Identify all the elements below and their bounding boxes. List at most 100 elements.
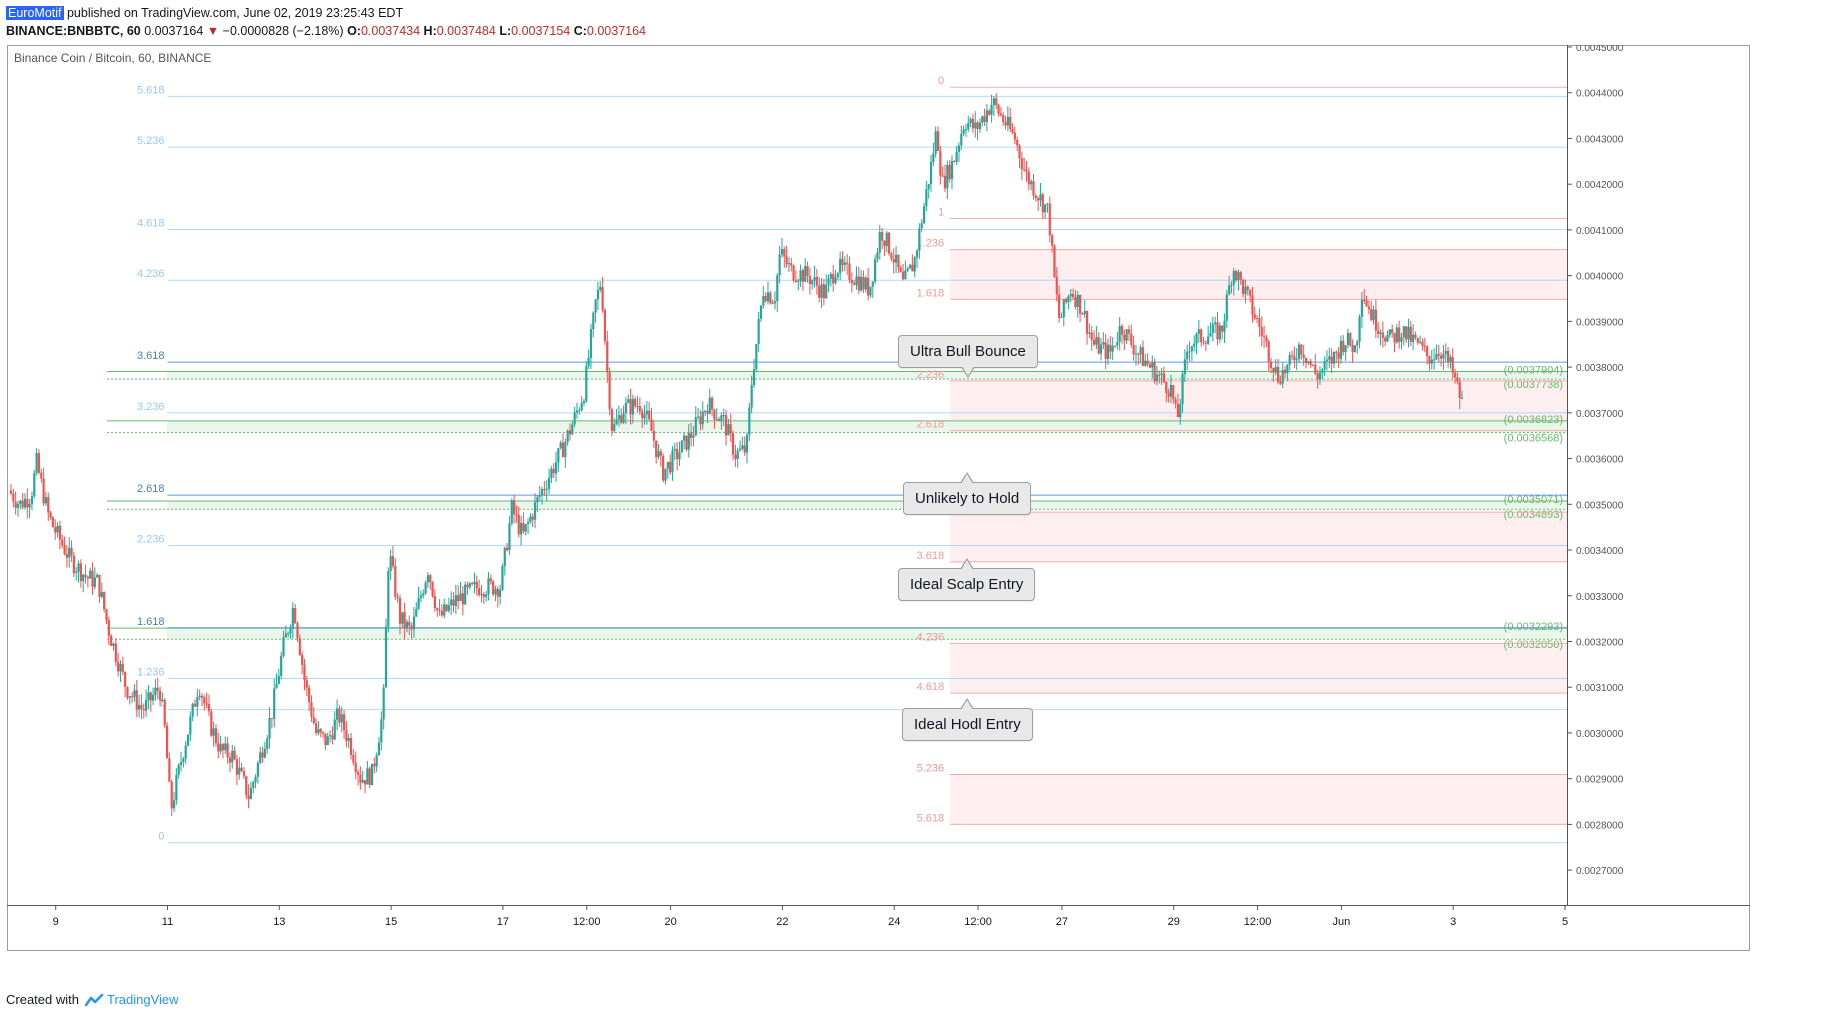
price-axis[interactable]: 0.0027000 0.0028000 0.0029000 0.0030000 0.00… xyxy=(1567,45,1624,877)
price-chart[interactable]: Binance Coin / Bitcoin, 60, BINANCE (0.00… xyxy=(7,45,1750,951)
candle xyxy=(240,762,243,773)
candle-body xyxy=(1153,362,1156,382)
time-tick-label: 11 xyxy=(162,916,173,928)
candle-body xyxy=(89,570,92,579)
callout-ideal-scalp-entry[interactable]: Ideal Scalp Entry xyxy=(898,558,1036,601)
candle-body xyxy=(26,498,29,508)
candle xyxy=(729,413,732,442)
candle xyxy=(1349,332,1352,348)
candle xyxy=(627,394,630,404)
candle-body xyxy=(273,688,276,719)
candle xyxy=(887,232,891,256)
candle-body xyxy=(515,514,518,516)
candle xyxy=(387,567,390,633)
candle xyxy=(1078,294,1082,322)
candle-body xyxy=(1370,308,1373,321)
candle-body xyxy=(114,643,117,662)
fib-right-label: 3.618 xyxy=(917,550,945,562)
candle-body xyxy=(1449,357,1452,362)
candle xyxy=(419,590,423,603)
candle xyxy=(324,733,327,751)
candle xyxy=(193,699,197,707)
candle-body xyxy=(636,405,639,407)
chart-frame[interactable]: Binance Coin / Bitcoin, 60, BINANCE (0.00… xyxy=(7,45,1750,951)
candle xyxy=(578,407,581,415)
tradingview-logo[interactable]: TradingView xyxy=(83,992,179,1007)
candle-body xyxy=(203,697,206,704)
candle-body xyxy=(1055,276,1058,295)
candle-body xyxy=(1202,342,1205,344)
candle xyxy=(592,311,595,338)
candle xyxy=(1353,344,1357,353)
candle xyxy=(349,732,353,760)
candle xyxy=(61,534,64,549)
candle-body xyxy=(1062,299,1065,318)
candle xyxy=(1363,289,1366,305)
candle xyxy=(853,279,856,286)
candle xyxy=(867,267,870,301)
candle-body xyxy=(561,442,565,458)
candle-body xyxy=(261,752,264,758)
candle xyxy=(669,454,672,475)
candle xyxy=(1379,329,1382,346)
candle-body xyxy=(778,254,781,276)
candle-body xyxy=(971,118,975,129)
candle-body xyxy=(398,598,402,624)
candle-body xyxy=(228,757,232,763)
candle-body xyxy=(804,265,807,282)
candle xyxy=(238,757,241,780)
candle xyxy=(1367,300,1370,315)
candle xyxy=(275,673,278,689)
candle xyxy=(645,401,648,425)
candle-body xyxy=(482,594,485,597)
candle xyxy=(1433,348,1436,370)
candle xyxy=(1356,339,1359,354)
candle-body xyxy=(1085,311,1089,334)
callout-ideal-hodl-entry[interactable]: Ideal Hodl Entry xyxy=(902,698,1033,741)
candle xyxy=(1244,279,1247,304)
callout-ultra-bull-bounce[interactable]: Ultra Bull Bounce xyxy=(898,335,1038,378)
callout-unlikely-to-hold[interactable]: Unlikely to Hold xyxy=(903,472,1032,515)
time-tick-label: 12:00 xyxy=(573,916,601,928)
candle-body xyxy=(347,737,350,741)
candle-body xyxy=(305,680,308,688)
candle-body xyxy=(252,782,255,788)
candle xyxy=(948,160,951,183)
candle-body xyxy=(543,489,546,491)
candle xyxy=(918,223,921,260)
price-tick-label: 0.0045000 xyxy=(1576,45,1624,54)
candle xyxy=(936,126,940,152)
candle-body xyxy=(985,110,989,122)
candle xyxy=(1058,285,1061,323)
candle xyxy=(750,375,753,414)
candle-body xyxy=(14,501,17,508)
candle-body xyxy=(184,745,187,759)
candle xyxy=(1239,271,1242,285)
zone-bottom-label: (0.0032050) xyxy=(1504,639,1563,651)
candle xyxy=(557,447,560,472)
candle-body xyxy=(769,292,772,304)
candle xyxy=(368,766,371,789)
candle xyxy=(1120,323,1124,344)
candle-body xyxy=(280,655,283,676)
candle-body xyxy=(785,256,788,265)
candle-body xyxy=(1435,353,1438,360)
candle-body xyxy=(1167,392,1170,397)
candle-body xyxy=(235,759,239,775)
candle xyxy=(494,585,497,602)
candle xyxy=(946,160,949,200)
author-link[interactable]: EuroMotif xyxy=(6,6,64,20)
candle xyxy=(124,671,127,698)
candle-body xyxy=(368,768,371,785)
time-axis[interactable]: 9 11 13 15 17 12:00 20 22 24 12:00 27 29 12:00 Jun 3 5 xyxy=(53,905,1568,928)
candle xyxy=(1027,167,1030,191)
price-tick-label: 0.0033000 xyxy=(1576,592,1624,603)
candle-body xyxy=(275,683,278,689)
candle-body xyxy=(33,472,36,497)
candle xyxy=(701,401,704,430)
candle-body xyxy=(387,570,390,627)
candle-body xyxy=(1011,129,1014,133)
candle xyxy=(154,678,157,701)
candle-body xyxy=(452,599,455,606)
candle xyxy=(1202,337,1205,346)
